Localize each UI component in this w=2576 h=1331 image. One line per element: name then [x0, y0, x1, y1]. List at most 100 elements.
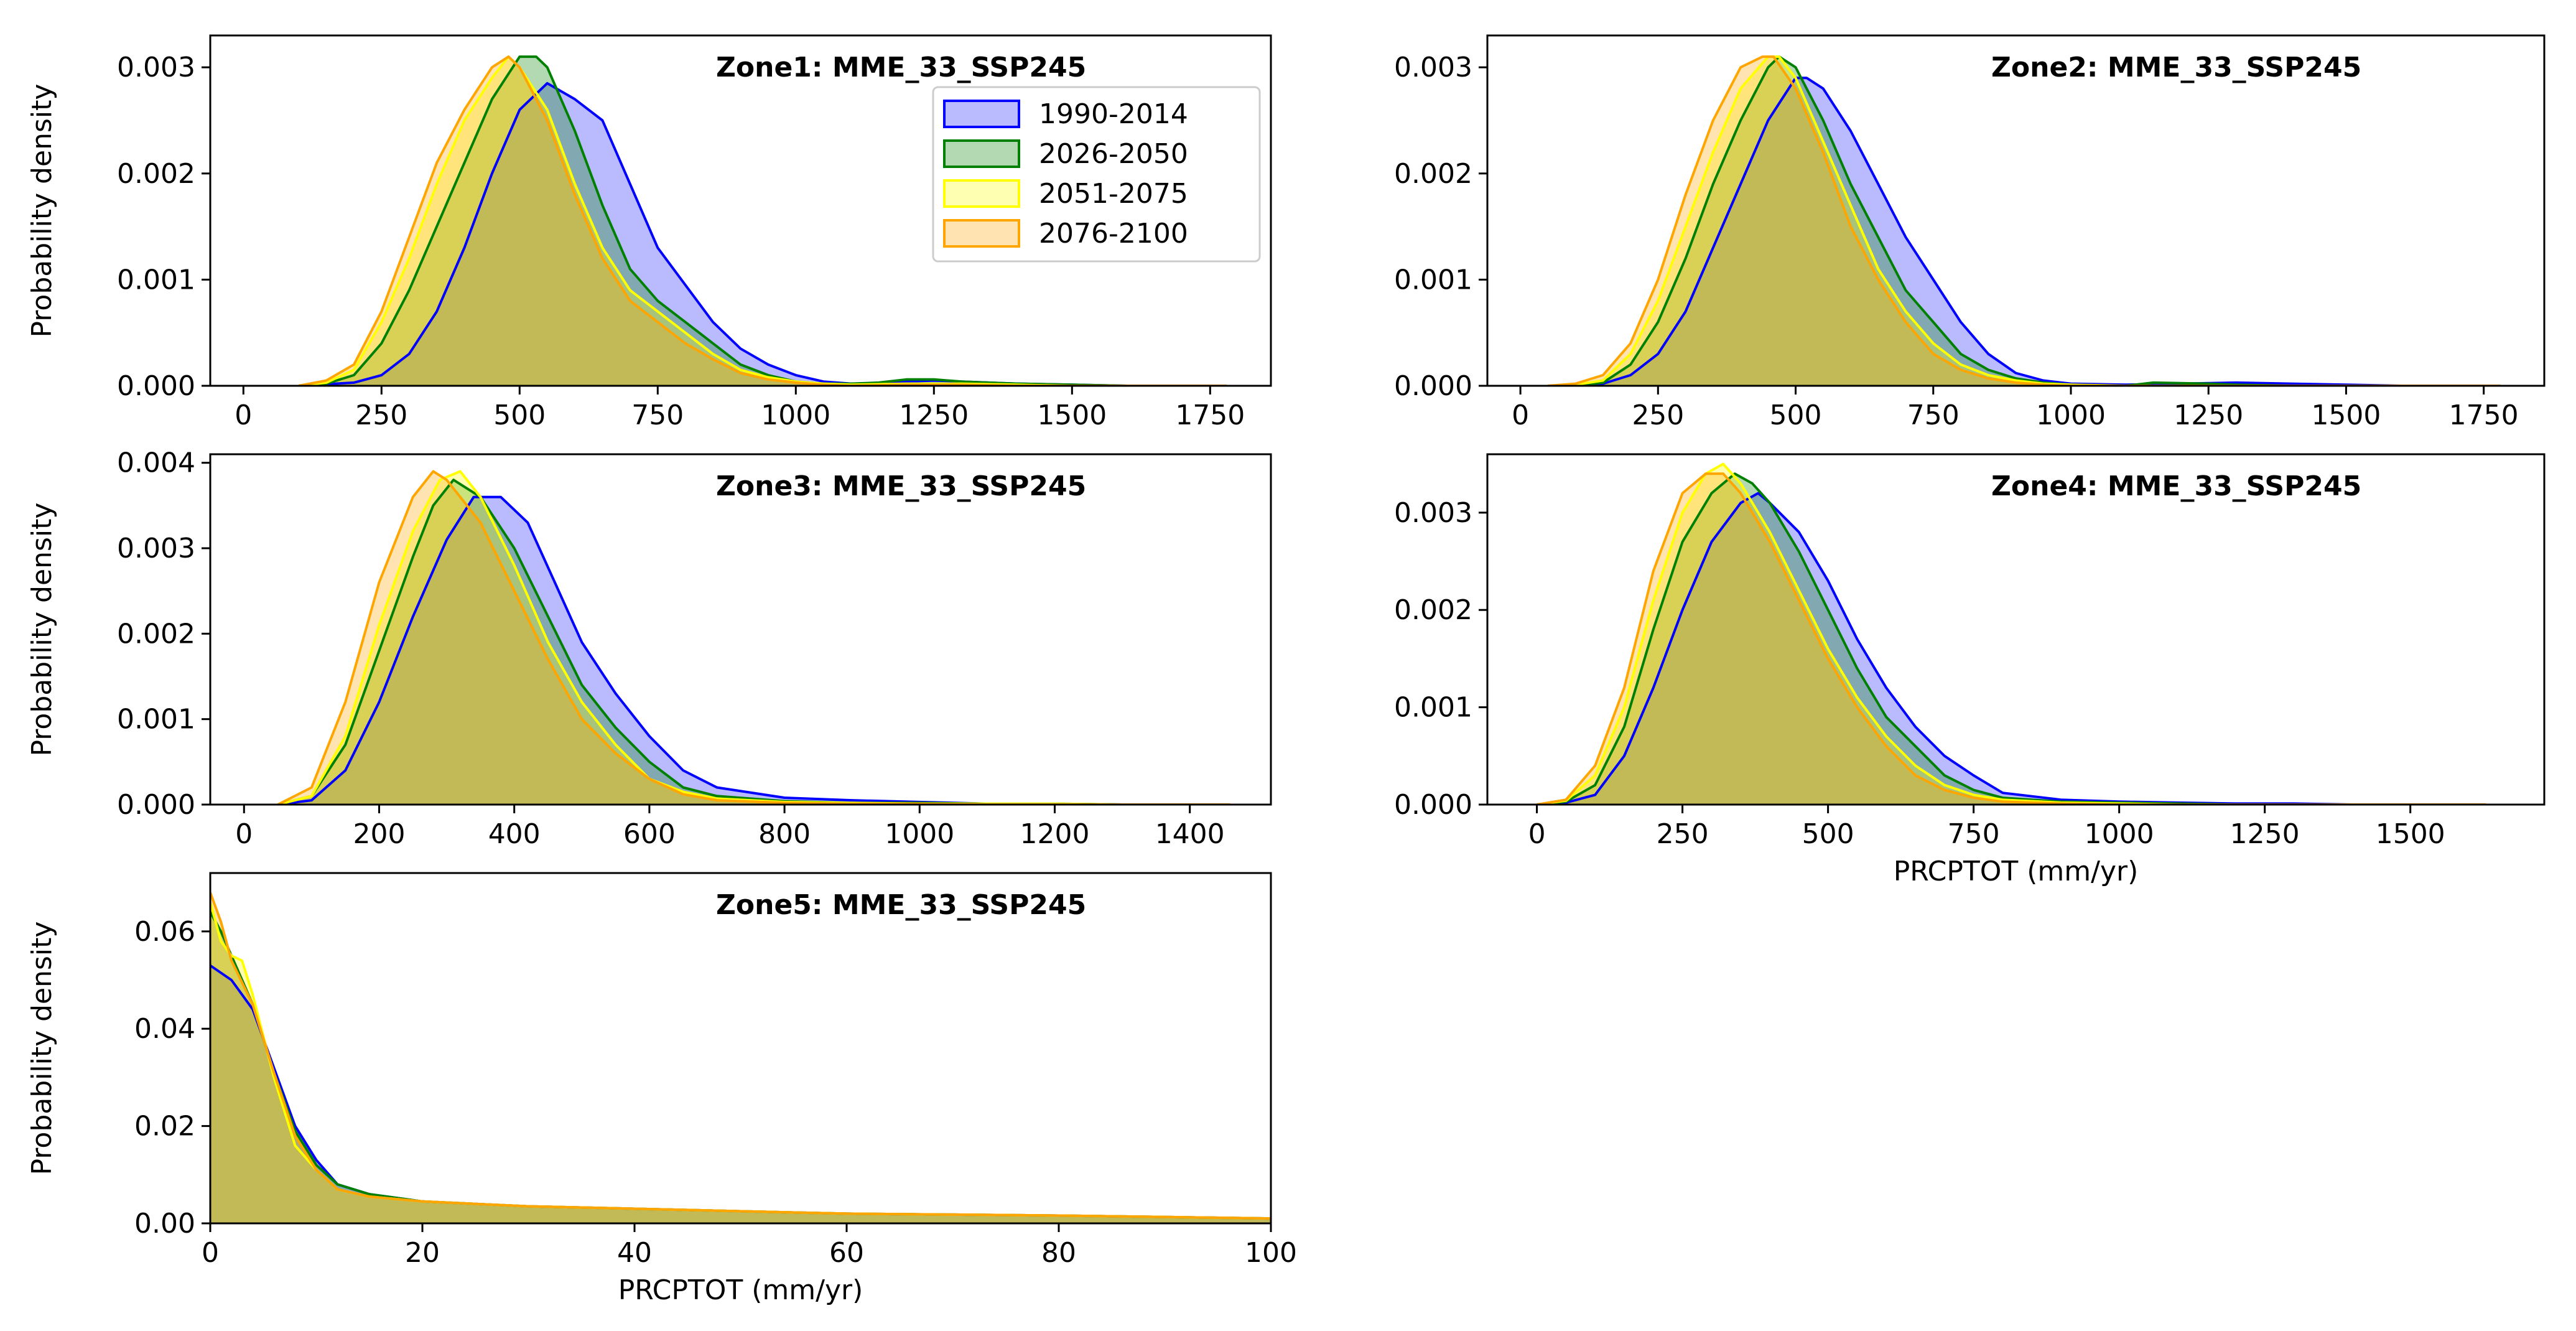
zone1-legend-label-2026-2050: 2026-2050 — [1039, 138, 1188, 170]
zone4-y-tick-label: 0.000 — [1394, 789, 1472, 821]
zone1-y-tick-label: 0.003 — [117, 52, 195, 83]
zone3-plot-area — [277, 470, 1230, 805]
zone1-area-1990-2014 — [299, 83, 1227, 386]
zone3-axes-frame — [209, 453, 1272, 806]
zone4-plot-area — [1537, 462, 2486, 805]
zone3-panel: 0 200 400 600 800 1000 1200 1400 0.000 0.001 0.002… — [26, 447, 1272, 850]
zone2-x-tick-label: 250 — [1632, 399, 1684, 431]
zone3-x-tick-label: 600 — [623, 818, 676, 850]
zone5-area-1990-2014 — [210, 965, 1271, 1223]
zone2-area-1990-2014 — [1548, 78, 2501, 386]
zone3-x-tick-label: 1200 — [1020, 818, 1089, 850]
zone1-legend-swatch-2051-2075 — [943, 179, 1020, 208]
zone2-axes-frame — [1486, 34, 2546, 387]
zone1-y-tick-label: 0.002 — [117, 158, 195, 190]
zone5-x-axis-label: PRCPTOT (mm/yr) — [618, 1274, 863, 1306]
zone4-area-2026-2050 — [1537, 474, 2486, 805]
zone2-area-2076-2100 — [1548, 57, 2501, 386]
zone2-x-tick-label: 500 — [1770, 399, 1822, 431]
zone2-x-tick-label: 1250 — [2174, 399, 2243, 431]
zone3-x-tick-label: 1400 — [1155, 818, 1225, 850]
zone5-y-tick-label: 0.06 — [134, 916, 195, 948]
zone3-area-2051-2075 — [277, 471, 1230, 805]
zone1-legend-swatch-1990-2014 — [943, 100, 1020, 128]
zone5-x-tick-label: 20 — [405, 1237, 440, 1269]
zone1-legend-swatch-2026-2050 — [943, 139, 1020, 168]
zone4-x-axis-label: PRCPTOT (mm/yr) — [1894, 856, 2139, 887]
zone2-area-2026-2050 — [1548, 57, 2501, 386]
zone4-area-2076-2100 — [1537, 474, 2486, 805]
zone4-line-2051-2075 — [1537, 462, 2486, 805]
zone2-x-tick-label: 0 — [1512, 399, 1529, 431]
zone5-title: Zone5: MME_33_SSP245 — [716, 889, 1086, 921]
zone1-line-2026-2050 — [298, 55, 1227, 386]
zone5-x-tick-label: 40 — [617, 1237, 652, 1269]
zone2-panel: 0 250 500 750 1000 1250 1500 1750 0.000 0.001 0.00… — [1394, 34, 2546, 431]
zone5-y-tick-label: 0.00 — [134, 1208, 195, 1240]
zone1-axes-frame — [209, 34, 1272, 387]
zone3-y-tick-label: 0.001 — [117, 704, 195, 736]
zone2-line-2076-2100 — [1548, 55, 2501, 386]
zone1-x-tick-label: 1750 — [1175, 399, 1245, 431]
zone5-line-2026-2050 — [210, 911, 1271, 1220]
zone1-y-axis-label: Probability density — [26, 84, 58, 338]
zone1-legend-label-1990-2014: 1990-2014 — [1039, 98, 1188, 130]
zone2-x-tick-label: 1500 — [2311, 399, 2381, 431]
zone1-y-tick-label: 0.001 — [117, 264, 195, 296]
zone5-y-axis-label: Probability density — [26, 922, 58, 1175]
zone3-y-tick-label: 0.003 — [117, 533, 195, 564]
zone4-x-tick-label: 500 — [1802, 818, 1854, 850]
zone4-line-2076-2100 — [1537, 472, 2486, 805]
zone4-x-tick-label: 1500 — [2376, 818, 2445, 850]
zone4-panel: 0 250 500 750 1000 1250 1500 0.000 0.001 0.002 0.0… — [1394, 453, 2546, 887]
zone5-panel: 0 20 40 60 80 100 0.00 0.02 0.04 0.06 Zone5: MME_3… — [26, 872, 1297, 1306]
zone5-y-tick-label: 0.02 — [134, 1111, 195, 1142]
zone4-x-tick-label: 1000 — [2085, 818, 2154, 850]
zone3-x-tick-label: 1000 — [885, 818, 954, 850]
zone4-area-1990-2014 — [1537, 493, 2486, 805]
zone1-plot-area — [298, 55, 1227, 386]
zone3-y-tick-label: 0.000 — [117, 789, 195, 821]
zone3-y-axis-label: Probability density — [26, 503, 58, 757]
zone1-area-2026-2050 — [299, 57, 1227, 386]
zone1-legend: 1990-2014 2026-2050 2051-2075 2076-2100 — [932, 86, 1261, 263]
zone4-x-tick-label: 750 — [1948, 818, 2000, 850]
zone3-line-2076-2100 — [277, 470, 1230, 805]
zone1-x-tick-label: 250 — [355, 399, 407, 431]
zone1-title: Zone1: MME_33_SSP245 — [716, 52, 1086, 83]
zone2-y-tick-label: 0.002 — [1394, 158, 1472, 190]
zone3-y-tick-label: 0.004 — [117, 447, 195, 479]
zone2-y-tick-label: 0.001 — [1394, 264, 1472, 296]
zone1-x-tick-label: 1000 — [761, 399, 830, 431]
zone5-x-tick-label: 60 — [829, 1237, 864, 1269]
zone5-area-2026-2050 — [210, 912, 1271, 1223]
zone2-line-1990-2014 — [1548, 77, 2501, 386]
zone5-x-tick-label: 100 — [1245, 1237, 1297, 1269]
zone4-title: Zone4: MME_33_SSP245 — [1991, 470, 2361, 502]
zone4-x-tick-label: 1250 — [2230, 818, 2300, 850]
zone4-y-tick-label: 0.002 — [1394, 594, 1472, 626]
zone4-axes-frame — [1486, 453, 2546, 806]
zone5-y-tick-label: 0.04 — [134, 1013, 195, 1045]
zone3-y-tick-label: 0.002 — [117, 618, 195, 650]
zone1-legend-label-2076-2100: 2076-2100 — [1039, 218, 1188, 250]
zone2-line-2026-2050 — [1548, 55, 2501, 386]
zone5-line-2051-2075 — [210, 902, 1271, 1220]
zone3-x-tick-label: 200 — [353, 818, 406, 850]
zone2-area-2051-2075 — [1548, 57, 2501, 386]
zone3-x-tick-label: 0 — [235, 818, 253, 850]
zone4-x-tick-label: 250 — [1657, 818, 1709, 850]
zone4-y-tick-label: 0.003 — [1394, 497, 1472, 529]
zone1-x-tick-label: 500 — [493, 399, 546, 431]
zone2-y-tick-label: 0.000 — [1394, 370, 1472, 402]
zone1-legend-swatch-2076-2100 — [943, 219, 1020, 248]
zone5-area-2051-2075 — [210, 902, 1271, 1223]
zone5-axes-frame — [209, 872, 1272, 1225]
zone5-line-2076-2100 — [210, 892, 1271, 1220]
zone5-line-1990-2014 — [210, 964, 1271, 1220]
zone3-x-tick-label: 400 — [488, 818, 541, 850]
zone1-legend-label-2051-2075: 2051-2075 — [1039, 178, 1188, 210]
zone3-title: Zone3: MME_33_SSP245 — [716, 470, 1086, 502]
zone5-area-2076-2100 — [210, 892, 1271, 1223]
